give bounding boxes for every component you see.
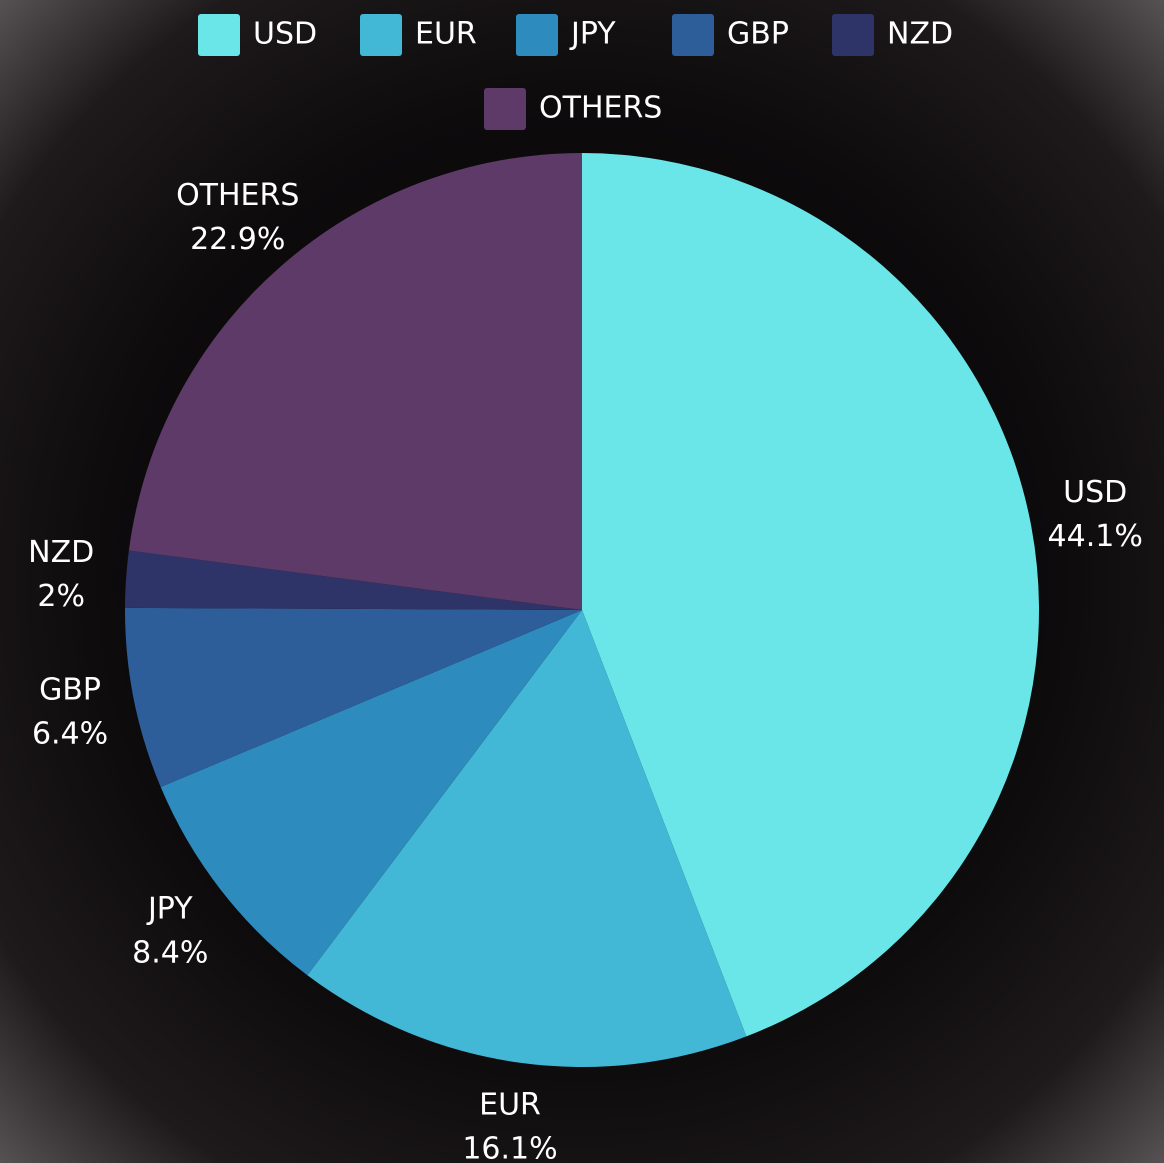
slice-label: USD	[1063, 475, 1127, 510]
slice-value-label: 2%	[37, 579, 85, 614]
legend-swatch	[516, 14, 558, 56]
legend-swatch	[360, 14, 402, 56]
slice-label: GBP	[39, 672, 101, 707]
slice-value-label: 8.4%	[132, 935, 208, 970]
slice-label: JPY	[146, 891, 193, 926]
legend-label: GBP	[727, 17, 789, 52]
legend-label: NZD	[887, 17, 953, 52]
pie-slice	[128, 153, 582, 610]
pie-slice	[125, 607, 582, 788]
slice-value-label: 16.1%	[462, 1132, 557, 1163]
legend-swatch	[832, 14, 874, 56]
slice-value-label: 44.1%	[1048, 519, 1143, 554]
legend-label: USD	[253, 17, 317, 52]
pie-slice	[307, 610, 747, 1067]
slice-value-label: 22.9%	[190, 222, 285, 257]
slice-value-label: 6.4%	[32, 716, 108, 751]
slice-label: NZD	[28, 535, 94, 570]
legend-label: OTHERS	[539, 91, 662, 126]
pie-slice	[160, 610, 582, 976]
slice-label: EUR	[479, 1088, 541, 1123]
legend-swatch	[672, 14, 714, 56]
legend-swatch	[198, 14, 240, 56]
legend-swatch	[484, 88, 526, 130]
legend-label: EUR	[415, 17, 477, 52]
slice-label: OTHERS	[176, 178, 299, 213]
pie-slice	[125, 550, 583, 610]
legend-label: JPY	[569, 17, 616, 52]
pie-slice	[582, 153, 1039, 1037]
